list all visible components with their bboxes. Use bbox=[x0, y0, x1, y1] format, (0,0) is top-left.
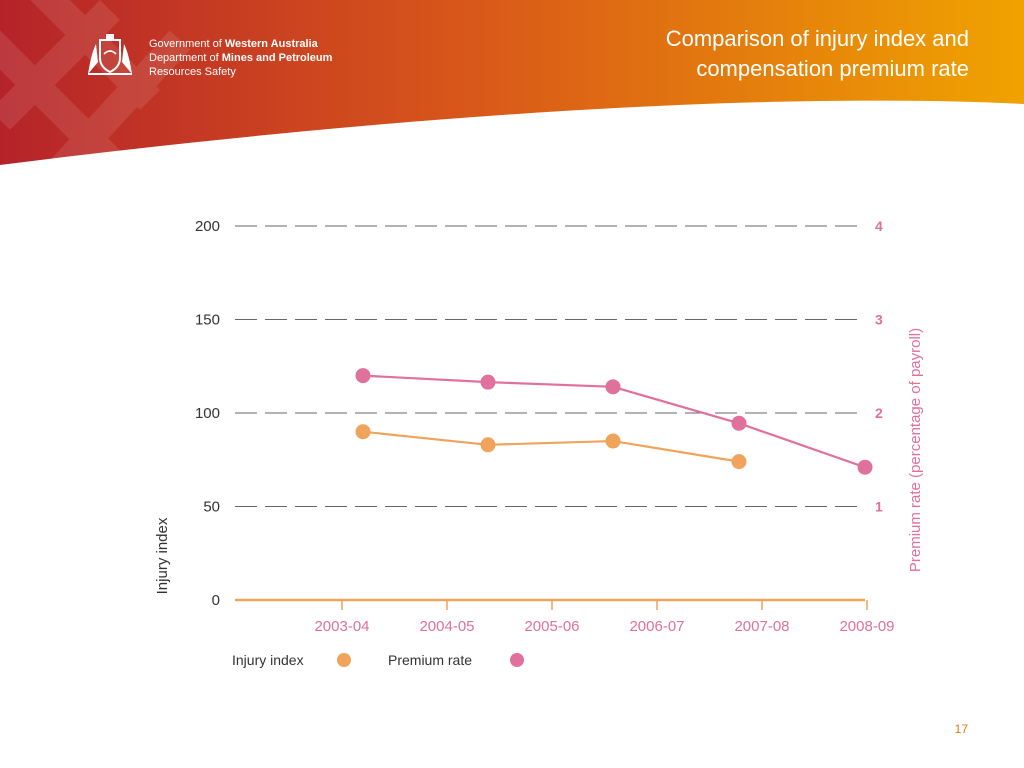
y-tick-label: 50 bbox=[203, 499, 220, 516]
data-point bbox=[731, 415, 747, 431]
y-tick-label: 0 bbox=[212, 592, 220, 609]
org-line-2-prefix: Department of bbox=[149, 52, 222, 64]
x-tick-label: 2004-05 bbox=[419, 618, 474, 635]
header-banner bbox=[0, 0, 1024, 170]
x-tick-label: 2006-07 bbox=[629, 618, 684, 635]
legend-marker bbox=[337, 653, 351, 667]
org-line-1-bold: Western Australia bbox=[224, 38, 318, 50]
y-tick-label: 150 bbox=[195, 312, 220, 329]
org-line-2-bold: Mines and Petroleum bbox=[221, 52, 333, 64]
data-point bbox=[857, 459, 873, 475]
data-point bbox=[480, 374, 496, 390]
org-line-2: Department of Mines and Petroleum bbox=[149, 51, 332, 65]
x-tick-label: 2008-09 bbox=[839, 618, 894, 635]
data-point bbox=[605, 433, 621, 449]
legend-label: Premium rate bbox=[388, 652, 472, 668]
coat-of-arms-logo bbox=[88, 34, 132, 75]
x-tick-label: 2003-04 bbox=[314, 618, 369, 635]
organisation-name: Government of Western Australia Departme… bbox=[149, 37, 332, 79]
y2-tick-label: 1 bbox=[875, 499, 883, 515]
legend-label: Injury index bbox=[232, 652, 304, 668]
y2-tick-label: 3 bbox=[875, 312, 883, 328]
y-tick-label: 100 bbox=[195, 405, 220, 422]
data-point bbox=[605, 379, 621, 395]
y2-tick-label: 2 bbox=[875, 405, 883, 421]
y2-axis-title: Premium rate (percentage of payroll) bbox=[907, 328, 924, 572]
data-point bbox=[731, 454, 747, 470]
data-point bbox=[355, 368, 371, 384]
y2-tick-label: 4 bbox=[875, 218, 883, 234]
x-tick-label: 2005-06 bbox=[524, 618, 579, 635]
org-line-1: Government of Western Australia bbox=[149, 37, 332, 51]
series-line bbox=[362, 430, 740, 463]
data-point bbox=[355, 424, 371, 440]
slide-title-line-2: compensation premium rate bbox=[696, 56, 969, 81]
y-axis-title: Injury index bbox=[154, 517, 171, 594]
legend-marker bbox=[510, 653, 524, 667]
slide-title: Comparison of injury index and compensat… bbox=[449, 24, 969, 84]
org-line-1-prefix: Government of bbox=[149, 38, 225, 50]
slide-title-line-1: Comparison of injury index and bbox=[665, 26, 969, 51]
data-point bbox=[480, 437, 496, 453]
page-number: 17 bbox=[954, 722, 968, 736]
y-tick-label: 200 bbox=[195, 218, 220, 235]
org-line-3: Resources Safety bbox=[149, 66, 236, 78]
x-tick-label: 2007-08 bbox=[734, 618, 789, 635]
